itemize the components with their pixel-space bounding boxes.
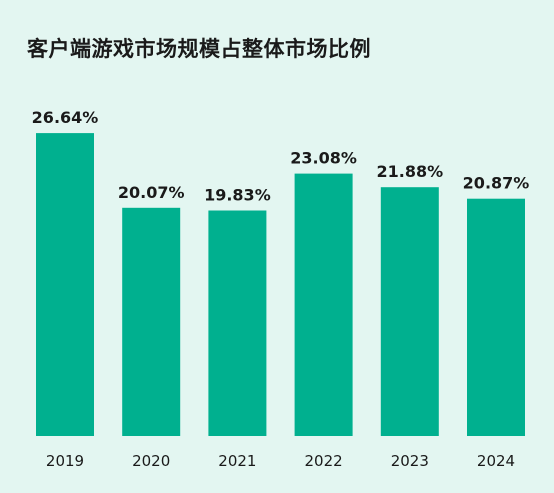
bar-2019 [36, 133, 94, 436]
bar-2020 [122, 207, 181, 436]
x-tick-label-2022: 2022 [305, 452, 343, 470]
value-label-2021: 19.83% [204, 186, 271, 205]
bar-2022 [294, 173, 353, 436]
x-axis-ticks: 2019 2020 2021 2022 2023 2024 [46, 452, 515, 470]
bar-2024 [467, 198, 525, 436]
bar-2023 [380, 187, 439, 436]
x-tick-label-2024: 2024 [477, 452, 515, 470]
value-label-2019: 26.64% [32, 108, 99, 127]
chart-title: 客户端游戏市场规模占整体市场比例 [27, 37, 371, 61]
value-label-2022: 23.08% [290, 149, 357, 168]
x-tick-label-2023: 2023 [391, 452, 429, 470]
value-labels-group: 26.64% 20.07% 19.83% 23.08% 21.88% 20.87% [32, 108, 530, 204]
bar-2021 [208, 210, 267, 436]
bars-group [36, 133, 525, 436]
x-tick-label-2021: 2021 [218, 452, 256, 470]
value-label-2024: 20.87% [463, 174, 530, 193]
value-label-2023: 21.88% [376, 162, 443, 181]
x-tick-label-2020: 2020 [132, 452, 170, 470]
value-label-2020: 20.07% [118, 183, 185, 202]
x-tick-label-2019: 2019 [46, 452, 84, 470]
